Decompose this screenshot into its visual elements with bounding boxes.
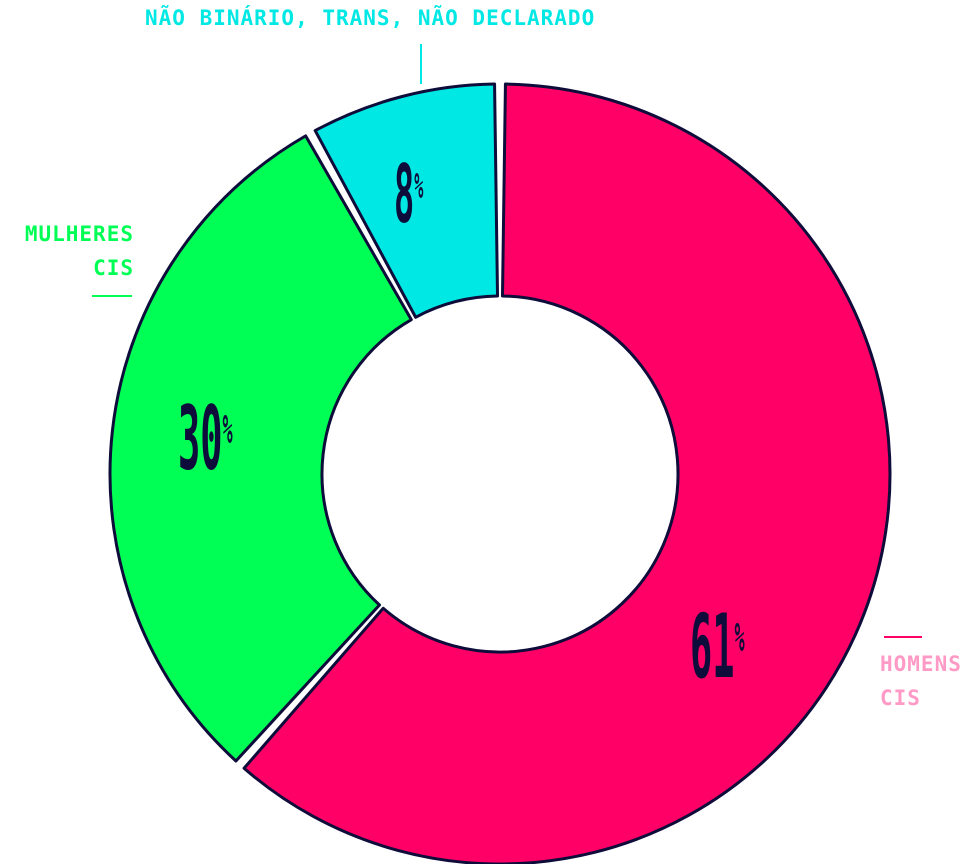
legend-homens: HOMENS CIS bbox=[880, 648, 962, 715]
legend-nao-binario-line-1: NÃO BINÁRIO, TRANS, NÃO DECLARADO bbox=[145, 6, 596, 30]
slice-value-mulheres: 30% bbox=[178, 387, 233, 490]
percent-sign: % bbox=[735, 616, 745, 662]
donut-slice-homens bbox=[242, 82, 892, 864]
legend-homens-line-1: HOMENS bbox=[880, 652, 962, 676]
slice-value-nao-binario: 8% bbox=[394, 149, 424, 242]
percent-sign: % bbox=[223, 408, 233, 454]
donut-slice-nao-binario bbox=[313, 82, 500, 319]
percent-sign: % bbox=[414, 164, 423, 207]
donut-slices bbox=[108, 82, 892, 864]
legend-homens-line-2: CIS bbox=[880, 685, 921, 710]
slice-value-homens: 61% bbox=[690, 595, 745, 698]
legend-mulheres-line-1: MULHERES bbox=[24, 222, 134, 246]
legend-nao-binario: NÃO BINÁRIO, TRANS, NÃO DECLARADO bbox=[145, 2, 595, 36]
donut-slice-mulheres bbox=[108, 134, 413, 763]
legend-mulheres-line-2: CIS bbox=[93, 255, 134, 280]
legend-mulheres: MULHERES CIS bbox=[25, 218, 134, 285]
